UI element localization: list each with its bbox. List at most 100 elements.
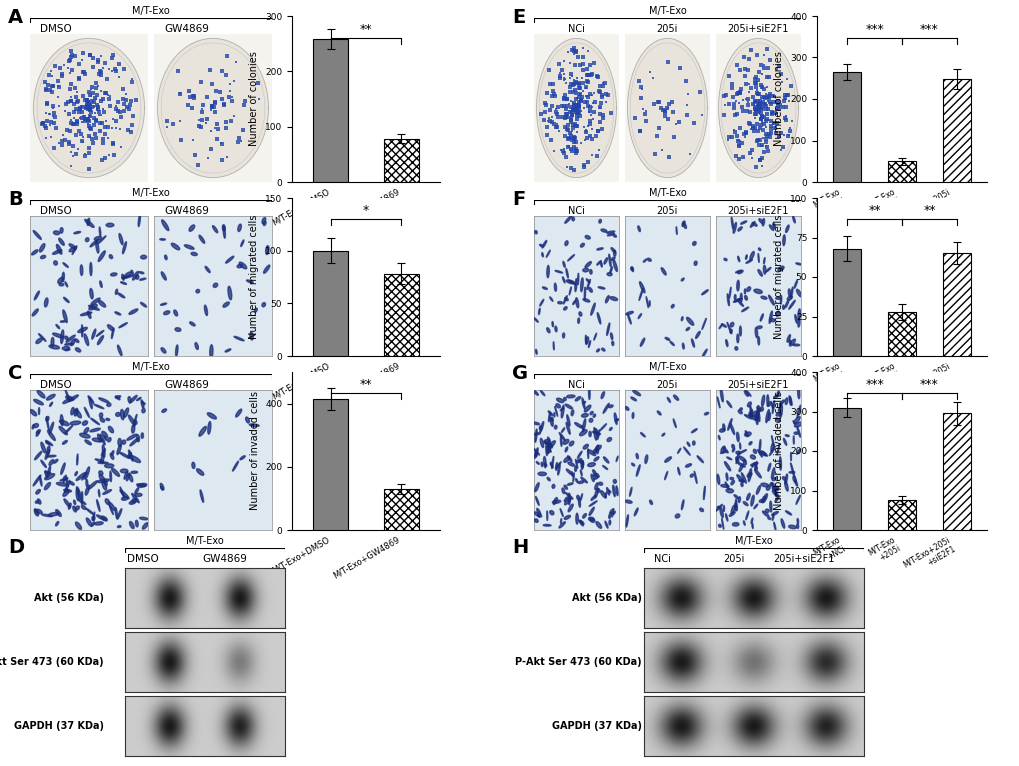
Ellipse shape <box>615 457 618 462</box>
Ellipse shape <box>546 265 549 278</box>
Ellipse shape <box>773 522 775 530</box>
Point <box>547 106 564 118</box>
Ellipse shape <box>610 333 612 339</box>
Point <box>752 58 768 70</box>
Ellipse shape <box>88 481 98 489</box>
Point <box>664 106 681 118</box>
Ellipse shape <box>121 274 124 280</box>
Ellipse shape <box>701 319 705 329</box>
Point <box>757 121 773 133</box>
Ellipse shape <box>765 410 768 423</box>
Point <box>650 96 666 108</box>
Point <box>572 83 588 95</box>
Ellipse shape <box>140 517 148 520</box>
Point <box>569 103 585 115</box>
Ellipse shape <box>596 449 598 453</box>
Point <box>586 96 602 108</box>
Ellipse shape <box>606 323 609 336</box>
Ellipse shape <box>589 518 594 522</box>
Point <box>544 111 560 123</box>
Ellipse shape <box>585 336 586 345</box>
Ellipse shape <box>772 223 774 228</box>
Point <box>556 89 573 101</box>
Point <box>82 110 98 122</box>
Point <box>660 98 677 110</box>
Point <box>112 141 128 153</box>
Ellipse shape <box>626 312 633 315</box>
Point <box>63 49 79 61</box>
Point <box>580 75 596 87</box>
Point <box>95 103 111 116</box>
Ellipse shape <box>718 324 721 329</box>
Text: DMSO: DMSO <box>40 24 71 34</box>
Point <box>569 72 585 84</box>
Bar <box>833 408 860 530</box>
Point <box>731 64 747 76</box>
Point <box>100 120 116 133</box>
Point <box>118 88 135 100</box>
Point <box>79 93 96 106</box>
Point <box>195 100 211 112</box>
Ellipse shape <box>681 317 683 321</box>
Ellipse shape <box>265 246 269 254</box>
Point <box>731 97 747 110</box>
Ellipse shape <box>565 216 572 223</box>
Ellipse shape <box>548 413 550 421</box>
Point <box>740 64 756 76</box>
Point <box>65 118 82 130</box>
Ellipse shape <box>792 476 796 483</box>
Ellipse shape <box>596 489 599 493</box>
Ellipse shape <box>47 455 56 457</box>
Point <box>89 103 105 116</box>
Ellipse shape <box>760 407 762 411</box>
Ellipse shape <box>555 462 560 468</box>
Ellipse shape <box>585 337 588 344</box>
Ellipse shape <box>95 459 104 462</box>
Ellipse shape <box>100 417 105 422</box>
Point <box>218 69 234 81</box>
Ellipse shape <box>139 272 144 273</box>
Point <box>545 118 561 130</box>
Ellipse shape <box>160 239 165 241</box>
Ellipse shape <box>129 395 137 403</box>
Ellipse shape <box>104 436 107 440</box>
Point <box>741 117 757 129</box>
Ellipse shape <box>77 327 88 332</box>
Ellipse shape <box>573 473 574 482</box>
Ellipse shape <box>777 266 784 271</box>
Point <box>44 86 60 98</box>
Ellipse shape <box>101 449 105 456</box>
Point <box>204 100 220 112</box>
Text: 205i: 205i <box>722 554 744 564</box>
Ellipse shape <box>727 401 731 408</box>
Ellipse shape <box>59 238 64 245</box>
Text: E: E <box>512 8 525 27</box>
Ellipse shape <box>91 418 100 424</box>
Ellipse shape <box>90 428 100 432</box>
Point <box>223 95 239 107</box>
Point <box>59 61 75 74</box>
Ellipse shape <box>727 322 731 334</box>
Ellipse shape <box>608 512 610 519</box>
Ellipse shape <box>753 289 761 293</box>
Ellipse shape <box>756 406 760 411</box>
Point <box>761 127 777 139</box>
Point <box>760 71 776 83</box>
Point <box>115 83 131 95</box>
Point <box>119 123 136 136</box>
Point <box>584 100 600 113</box>
Ellipse shape <box>767 463 770 471</box>
Point <box>747 104 763 116</box>
Point <box>759 92 775 104</box>
Point <box>782 125 798 137</box>
Point <box>230 133 247 145</box>
Ellipse shape <box>610 257 614 260</box>
Ellipse shape <box>745 511 748 520</box>
Point <box>216 99 232 111</box>
Ellipse shape <box>736 451 739 463</box>
Point <box>602 106 619 119</box>
Point <box>565 119 581 131</box>
Ellipse shape <box>771 512 777 516</box>
Ellipse shape <box>565 447 568 452</box>
Point <box>113 111 129 123</box>
